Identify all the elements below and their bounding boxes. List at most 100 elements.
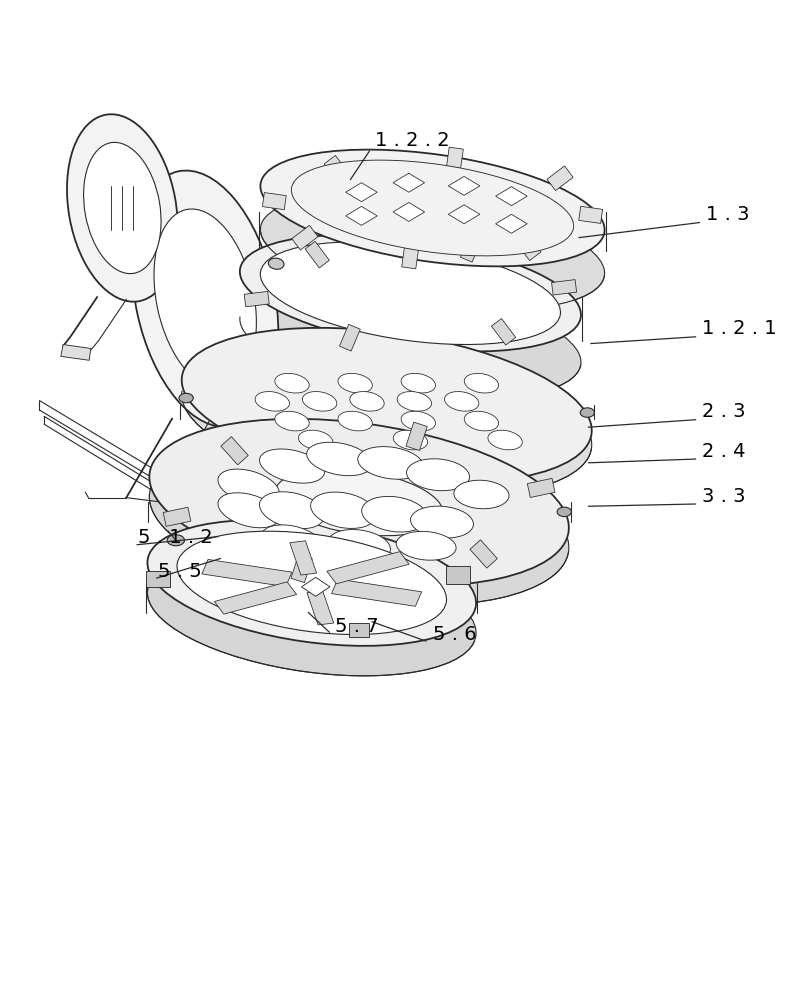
Ellipse shape: [275, 373, 309, 393]
Polygon shape: [292, 225, 318, 250]
Polygon shape: [496, 214, 527, 233]
Polygon shape: [60, 345, 91, 360]
Ellipse shape: [338, 373, 373, 393]
Ellipse shape: [147, 520, 476, 646]
Polygon shape: [244, 291, 269, 307]
Ellipse shape: [401, 411, 435, 431]
Ellipse shape: [240, 235, 581, 352]
Text: 5 . 1 . 2: 5 . 1 . 2: [139, 528, 213, 547]
Ellipse shape: [255, 392, 290, 411]
Ellipse shape: [132, 171, 279, 427]
Text: 5 . 5: 5 . 5: [158, 562, 201, 581]
Ellipse shape: [150, 439, 569, 606]
Ellipse shape: [357, 447, 423, 479]
Ellipse shape: [181, 328, 591, 483]
Ellipse shape: [259, 449, 325, 483]
Ellipse shape: [464, 373, 498, 393]
Polygon shape: [291, 554, 312, 583]
Ellipse shape: [298, 430, 333, 450]
Polygon shape: [448, 176, 480, 195]
Ellipse shape: [580, 408, 595, 417]
Polygon shape: [460, 235, 482, 262]
Text: 2 . 4: 2 . 4: [702, 442, 746, 461]
Ellipse shape: [397, 392, 431, 411]
Ellipse shape: [67, 114, 178, 302]
Text: 5 . 6: 5 . 6: [432, 625, 476, 644]
Ellipse shape: [328, 530, 391, 562]
Polygon shape: [146, 571, 170, 587]
Polygon shape: [402, 245, 419, 269]
Text: 1 . 2 . 2: 1 . 2 . 2: [375, 131, 450, 150]
Polygon shape: [305, 241, 330, 268]
Polygon shape: [302, 577, 330, 596]
Ellipse shape: [177, 531, 447, 635]
Polygon shape: [406, 422, 427, 451]
Ellipse shape: [310, 492, 376, 528]
Ellipse shape: [306, 442, 372, 476]
Ellipse shape: [218, 493, 279, 528]
Ellipse shape: [396, 531, 456, 560]
Polygon shape: [202, 559, 292, 587]
Text: 3 . 3: 3 . 3: [702, 487, 746, 506]
Ellipse shape: [261, 525, 323, 559]
Ellipse shape: [454, 480, 509, 509]
Ellipse shape: [260, 150, 605, 266]
Ellipse shape: [291, 160, 574, 256]
Ellipse shape: [393, 430, 427, 450]
Polygon shape: [496, 187, 527, 206]
Polygon shape: [393, 202, 424, 221]
Polygon shape: [339, 324, 361, 351]
Polygon shape: [324, 155, 349, 182]
Polygon shape: [547, 166, 573, 191]
Ellipse shape: [361, 496, 427, 532]
Ellipse shape: [260, 242, 560, 345]
Ellipse shape: [167, 535, 185, 546]
Ellipse shape: [150, 419, 569, 586]
Ellipse shape: [84, 142, 161, 274]
Polygon shape: [393, 173, 424, 192]
Polygon shape: [290, 541, 317, 575]
Polygon shape: [448, 205, 480, 224]
Ellipse shape: [179, 393, 193, 403]
Ellipse shape: [147, 550, 476, 676]
Polygon shape: [349, 623, 369, 637]
Polygon shape: [327, 552, 409, 584]
Ellipse shape: [275, 469, 443, 536]
Ellipse shape: [259, 492, 325, 529]
Ellipse shape: [275, 411, 309, 431]
Polygon shape: [220, 437, 248, 465]
Polygon shape: [214, 582, 297, 614]
Ellipse shape: [181, 342, 591, 497]
Ellipse shape: [302, 392, 337, 411]
Text: 1 . 2 . 1: 1 . 2 . 1: [702, 319, 777, 338]
Ellipse shape: [260, 193, 605, 310]
Ellipse shape: [488, 430, 522, 450]
Polygon shape: [263, 193, 287, 210]
Ellipse shape: [401, 373, 435, 393]
Polygon shape: [163, 507, 191, 526]
Polygon shape: [332, 579, 422, 606]
Polygon shape: [447, 147, 463, 171]
Text: 1 . 3: 1 . 3: [706, 205, 750, 224]
Text: 5 . 7: 5 . 7: [335, 617, 379, 636]
Polygon shape: [345, 206, 377, 225]
Ellipse shape: [338, 411, 373, 431]
Polygon shape: [446, 566, 470, 584]
Ellipse shape: [407, 459, 470, 491]
Polygon shape: [470, 540, 498, 568]
Ellipse shape: [444, 392, 479, 411]
Text: 2 . 3: 2 . 3: [702, 402, 746, 421]
Ellipse shape: [218, 469, 279, 504]
Ellipse shape: [268, 258, 284, 269]
Polygon shape: [345, 183, 377, 202]
Ellipse shape: [411, 506, 474, 538]
Ellipse shape: [464, 411, 498, 431]
Ellipse shape: [240, 282, 581, 399]
Ellipse shape: [557, 507, 572, 517]
Polygon shape: [527, 478, 555, 498]
Ellipse shape: [349, 392, 384, 411]
Polygon shape: [579, 206, 603, 223]
Polygon shape: [517, 234, 541, 261]
Polygon shape: [307, 591, 334, 625]
Polygon shape: [491, 319, 516, 345]
